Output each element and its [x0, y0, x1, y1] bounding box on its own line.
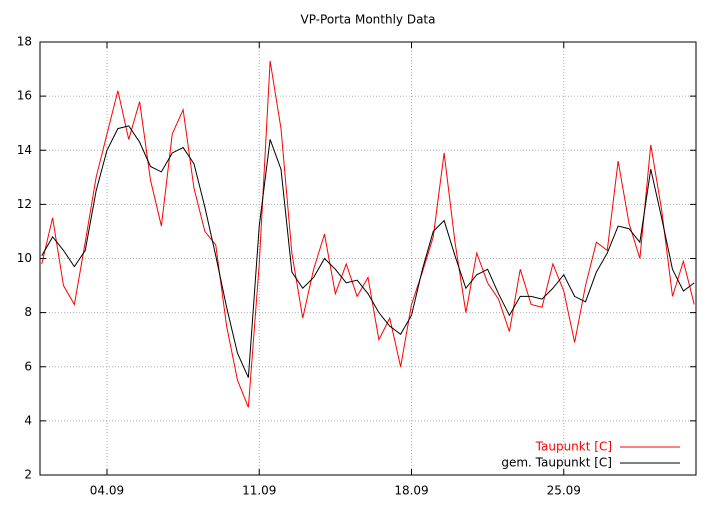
x-tick-label: 25.09	[547, 484, 581, 498]
chart-title: VP-Porta Monthly Data	[301, 13, 436, 27]
y-tick-label: 10	[17, 251, 32, 265]
y-tick-label: 2	[24, 468, 32, 482]
y-tick-label: 16	[17, 89, 32, 103]
x-tick-label: 04.09	[90, 484, 124, 498]
legend-label: Taupunkt [C]	[535, 440, 612, 454]
y-tick-label: 6	[24, 359, 32, 373]
y-tick-label: 12	[17, 197, 32, 211]
line-series	[41, 60, 695, 408]
y-tick-label: 4	[24, 413, 32, 427]
x-tick-label: 11.09	[242, 484, 276, 498]
y-tick-label: 18	[17, 35, 32, 49]
plot-frame	[39, 41, 697, 476]
y-tick-label: 14	[17, 143, 32, 157]
y-tick-label: 8	[24, 305, 32, 319]
legend-label: gem. Taupunkt [C]	[501, 456, 612, 470]
line-series	[41, 125, 695, 378]
x-tick-label: 18.09	[394, 484, 428, 498]
